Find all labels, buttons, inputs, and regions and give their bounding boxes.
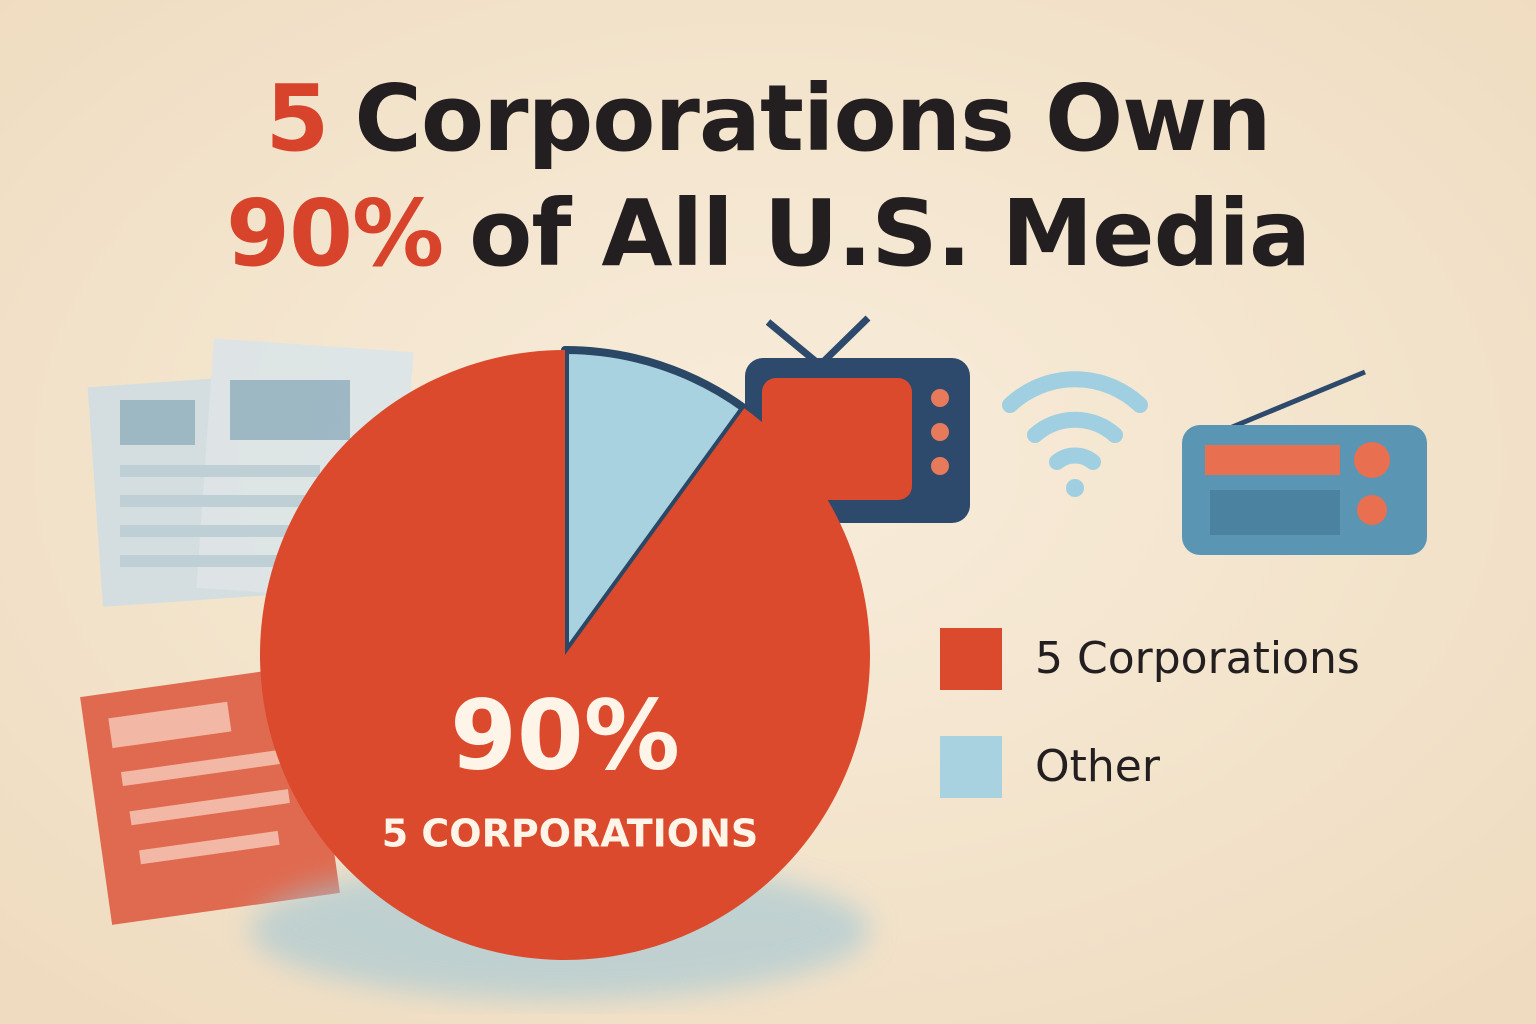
- legend-swatch: [940, 628, 1002, 690]
- legend-swatch: [940, 736, 1002, 798]
- wifi-icon: [1002, 371, 1148, 497]
- annotation: 5 CORPORATIONS: [382, 812, 759, 856]
- title-part: of All U.S. Media: [469, 180, 1310, 287]
- title-part: 90%: [226, 180, 443, 287]
- title-line: 5 Corporations Own: [265, 65, 1270, 172]
- title-part: 5: [265, 65, 328, 172]
- legend-label: Other: [1035, 741, 1161, 792]
- legend-label: 5 Corporations: [1035, 633, 1360, 684]
- radio-icon: [1182, 369, 1427, 555]
- pie-slice: [259, 350, 871, 961]
- data-label: 90%: [450, 679, 680, 791]
- title-line: 90% of All U.S. Media: [226, 180, 1310, 287]
- pie-slice: [561, 346, 749, 659]
- title-part: Corporations Own: [354, 65, 1270, 172]
